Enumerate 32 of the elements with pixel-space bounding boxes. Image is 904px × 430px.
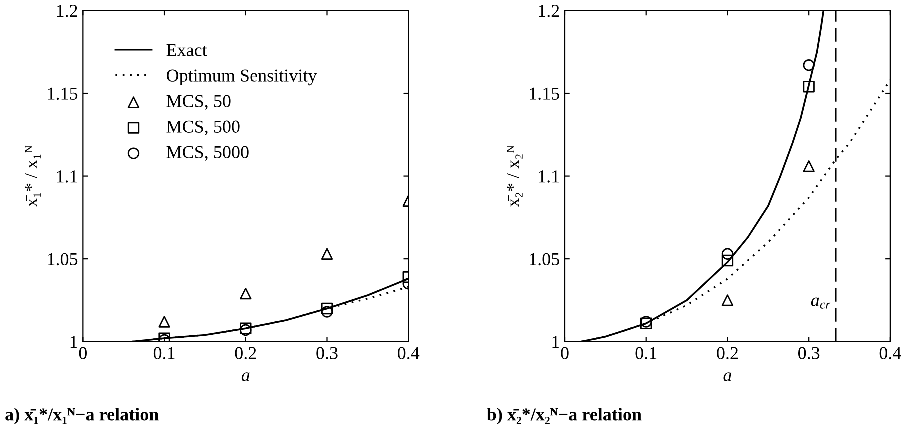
y-tick-label: 1.15 xyxy=(530,88,560,100)
x-tick-label: 0 xyxy=(79,347,87,360)
legend-label: MCS, 50 xyxy=(166,95,231,110)
x-tick-label: 0.1 xyxy=(154,347,175,360)
x-tick-label: 0.2 xyxy=(235,347,256,360)
x-axis-title: a xyxy=(724,372,732,382)
y-tick-label: 1 xyxy=(70,336,78,348)
text: b) x̄₂*/x₂ᴺ−a relation xyxy=(487,408,642,424)
y-axis-title: x̄₂* / x₂ᴺ xyxy=(507,146,523,208)
y-tick-label: 1.15 xyxy=(48,88,78,100)
legend-label: MCS, 5000 xyxy=(166,146,249,162)
text: a) x̄₁*/x₁ᴺ−a relation xyxy=(6,408,159,424)
x-tick-label: 0 xyxy=(561,347,569,360)
legend-label: Exact xyxy=(166,44,208,56)
y-tick-label: 1.2 xyxy=(57,5,78,18)
legend-label: MCS, 500 xyxy=(166,120,240,136)
x-tick-label: 0.4 xyxy=(880,347,902,360)
x-axis-title: a xyxy=(242,372,250,382)
legend-label: Optimum Sensitivity xyxy=(166,70,318,86)
x-tick-label: 0.2 xyxy=(717,347,738,360)
y-tick-label: 1.1 xyxy=(539,170,560,183)
y-tick-label: 1.1 xyxy=(57,170,78,183)
y-tick-label: 1.2 xyxy=(539,5,560,18)
x-tick-label: 0.4 xyxy=(398,347,420,360)
x-tick-label: 0.1 xyxy=(636,347,657,360)
x-tick-label: 0.3 xyxy=(316,347,338,360)
x-tick-label: 0.3 xyxy=(798,347,820,360)
y-tick-label: 1 xyxy=(552,336,560,348)
y-axis-title: x̄₁* / x₁ᴺ xyxy=(25,146,41,208)
ref-line-label: a$_{cr}$ xyxy=(811,298,831,309)
y-tick-label: 1.05 xyxy=(530,253,560,266)
y-tick-label: 1.05 xyxy=(48,253,78,266)
